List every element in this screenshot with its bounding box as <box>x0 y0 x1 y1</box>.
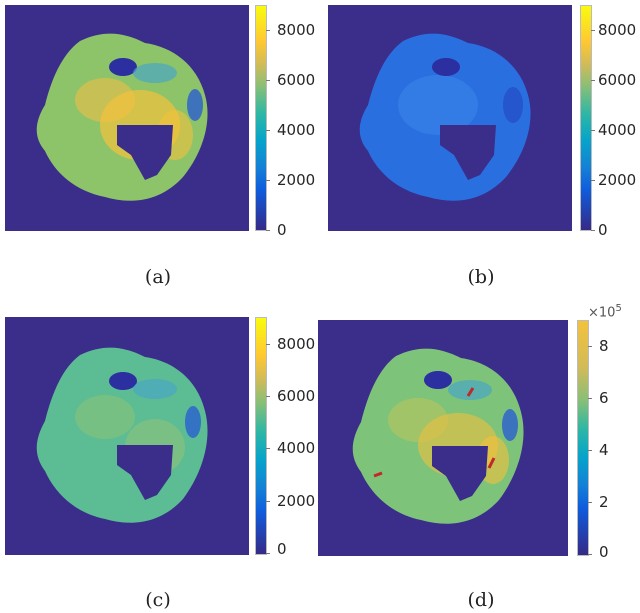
colorbar-tick: 0 <box>598 221 608 239</box>
object-hole <box>117 445 173 500</box>
marker-segment <box>466 387 475 397</box>
colorbar-b: 8000 6000 4000 2000 0 <box>580 5 640 238</box>
colorbar-tick: 2000 <box>277 492 316 510</box>
colorbar-a: 8000 6000 4000 2000 0 <box>255 5 316 238</box>
colorbar-tick: 8000 <box>277 21 316 39</box>
colorbar-tick: 4 <box>599 441 609 459</box>
colorbar-exponent: ×105 <box>588 303 622 321</box>
colorbar-tick: 4000 <box>598 121 637 139</box>
colorbar-tick: 0 <box>599 543 609 561</box>
colorbar-tick: 2000 <box>277 171 316 189</box>
image-a <box>5 5 249 231</box>
colorbar-tick: 6 <box>599 389 609 407</box>
colorbar-tick: 8 <box>599 337 609 355</box>
colorbar-tick: 2 <box>599 493 609 511</box>
colorbar-tick: 0 <box>277 540 287 558</box>
caption-c: (c) <box>145 589 171 611</box>
object-hole <box>440 125 496 180</box>
colorbar-tick: 2000 <box>598 171 637 189</box>
image-b <box>328 5 572 231</box>
colorbar-d: 8 6 4 2 0 <box>577 320 637 560</box>
caption-b: (b) <box>467 266 495 288</box>
image-c <box>5 317 249 555</box>
colorbar-c: 8000 6000 4000 2000 0 <box>255 317 316 558</box>
colorbar-tick: 8000 <box>598 21 637 39</box>
marker-segment <box>487 457 496 469</box>
colorbar-tick: 4000 <box>277 121 316 139</box>
caption-a: (a) <box>144 266 172 288</box>
colorbar-tick: 6000 <box>598 71 637 89</box>
object-hole <box>432 446 488 501</box>
image-d <box>318 320 568 556</box>
colorbar-tick: 6000 <box>277 387 316 405</box>
object-hole <box>117 125 173 180</box>
marker-segment <box>373 471 383 478</box>
colorbar-tick: 8000 <box>277 335 316 353</box>
colorbar-tick: 0 <box>277 221 287 239</box>
colorbar-tick: 4000 <box>277 439 316 457</box>
caption-d: (d) <box>467 589 495 611</box>
colorbar-tick: 6000 <box>277 71 316 89</box>
